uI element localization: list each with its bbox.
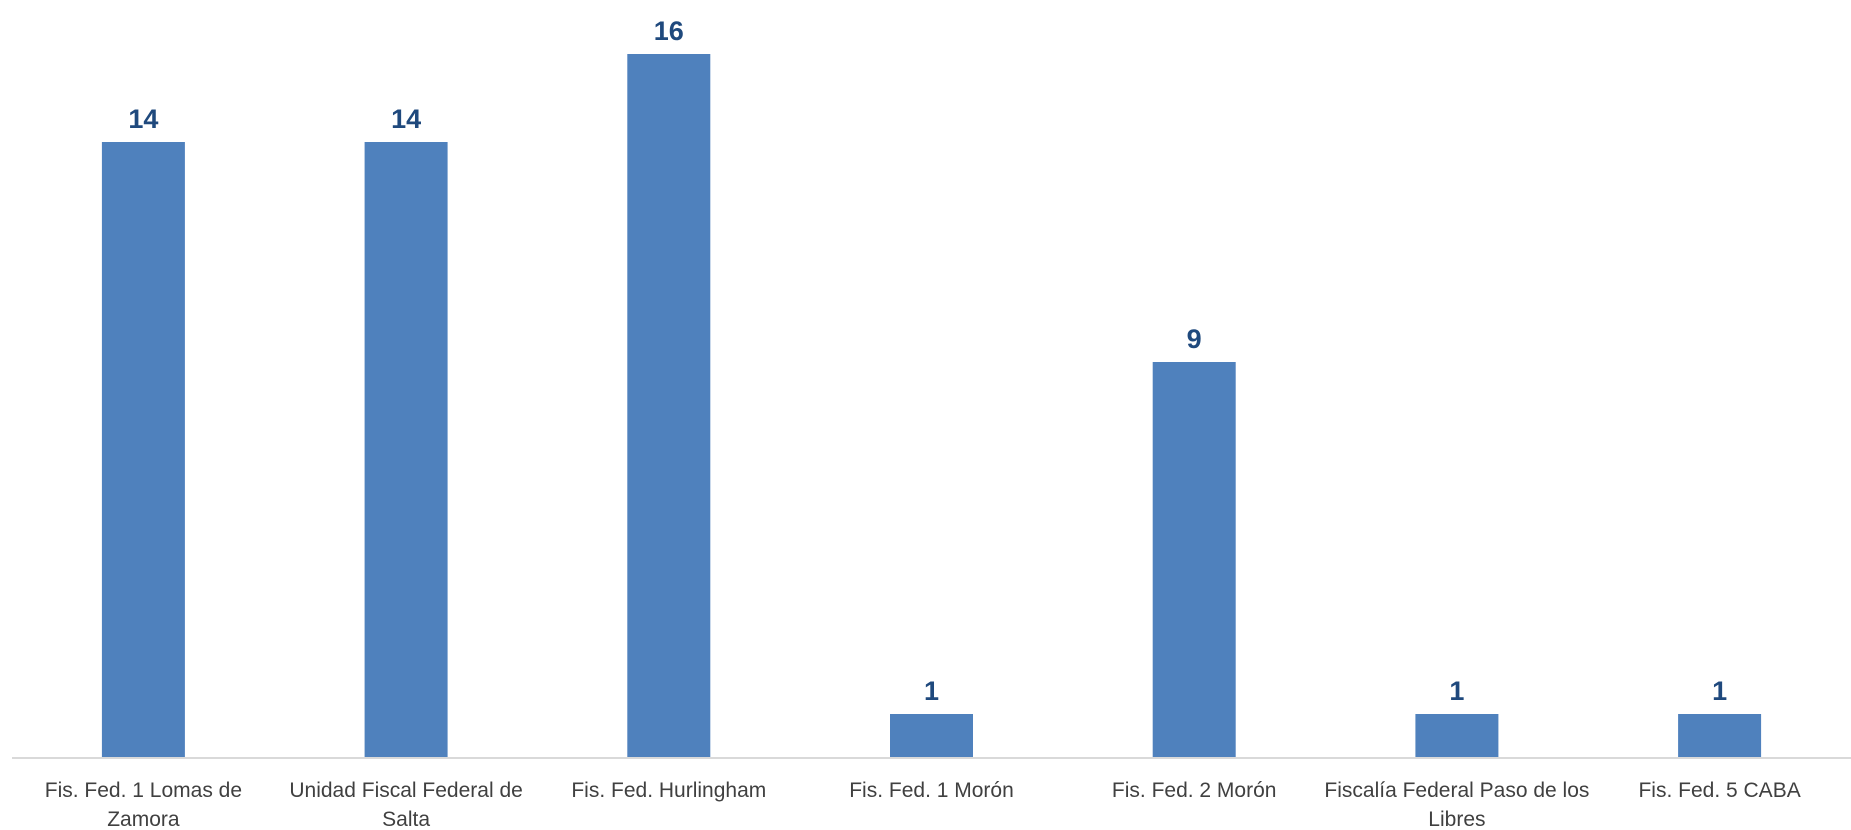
- data-label-3: 16: [654, 16, 684, 46]
- category-label-2: Unidad Fiscal Federal de Salta: [289, 779, 522, 830]
- category-label-6: Fiscalía Federal Paso de los Libres: [1324, 779, 1589, 830]
- data-label-2: 14: [391, 104, 421, 134]
- data-label-1: 14: [128, 104, 158, 134]
- category-label-line: Fiscalía Federal Paso de los: [1324, 779, 1589, 802]
- data-label-5: 9: [1187, 324, 1202, 354]
- bar-5: [1152, 362, 1236, 758]
- category-label-line: Zamora: [107, 808, 180, 830]
- category-label-4: Fis. Fed. 1 Morón: [849, 779, 1014, 802]
- category-label-3: Fis. Fed. Hurlingham: [571, 779, 766, 802]
- category-label-line: Fis. Fed. 1 Morón: [849, 779, 1014, 802]
- category-labels-group: Fis. Fed. 1 Lomas de Zamora Unidad Fiscal …: [45, 779, 1801, 830]
- bars-group: [101, 54, 1762, 758]
- bar-6: [1415, 714, 1499, 758]
- data-label-7: 1: [1712, 676, 1727, 706]
- category-label-line: Unidad Fiscal Federal de: [289, 779, 522, 802]
- category-label-line: Fis. Fed. 2 Morón: [1112, 779, 1277, 802]
- category-label-line: Fis. Fed. 5 CABA: [1638, 779, 1800, 802]
- category-label-1: Fis. Fed. 1 Lomas de Zamora: [45, 779, 242, 830]
- data-labels-group: 14 14 16 1 9 1 1: [128, 16, 1727, 706]
- bar-2: [364, 142, 448, 758]
- category-label-5: Fis. Fed. 2 Morón: [1112, 779, 1277, 802]
- data-label-4: 1: [924, 676, 939, 706]
- category-label-7: Fis. Fed. 5 CABA: [1638, 779, 1800, 802]
- bar-7: [1678, 714, 1762, 758]
- category-label-line: Libres: [1428, 808, 1485, 830]
- bar-1: [101, 142, 185, 758]
- category-label-line: Fis. Fed. Hurlingham: [571, 779, 766, 802]
- bar-3: [627, 54, 711, 758]
- data-label-6: 1: [1449, 676, 1464, 706]
- category-label-line: Salta: [382, 808, 430, 830]
- bar-4: [890, 714, 973, 758]
- category-label-line: Fis. Fed. 1 Lomas de: [45, 779, 242, 802]
